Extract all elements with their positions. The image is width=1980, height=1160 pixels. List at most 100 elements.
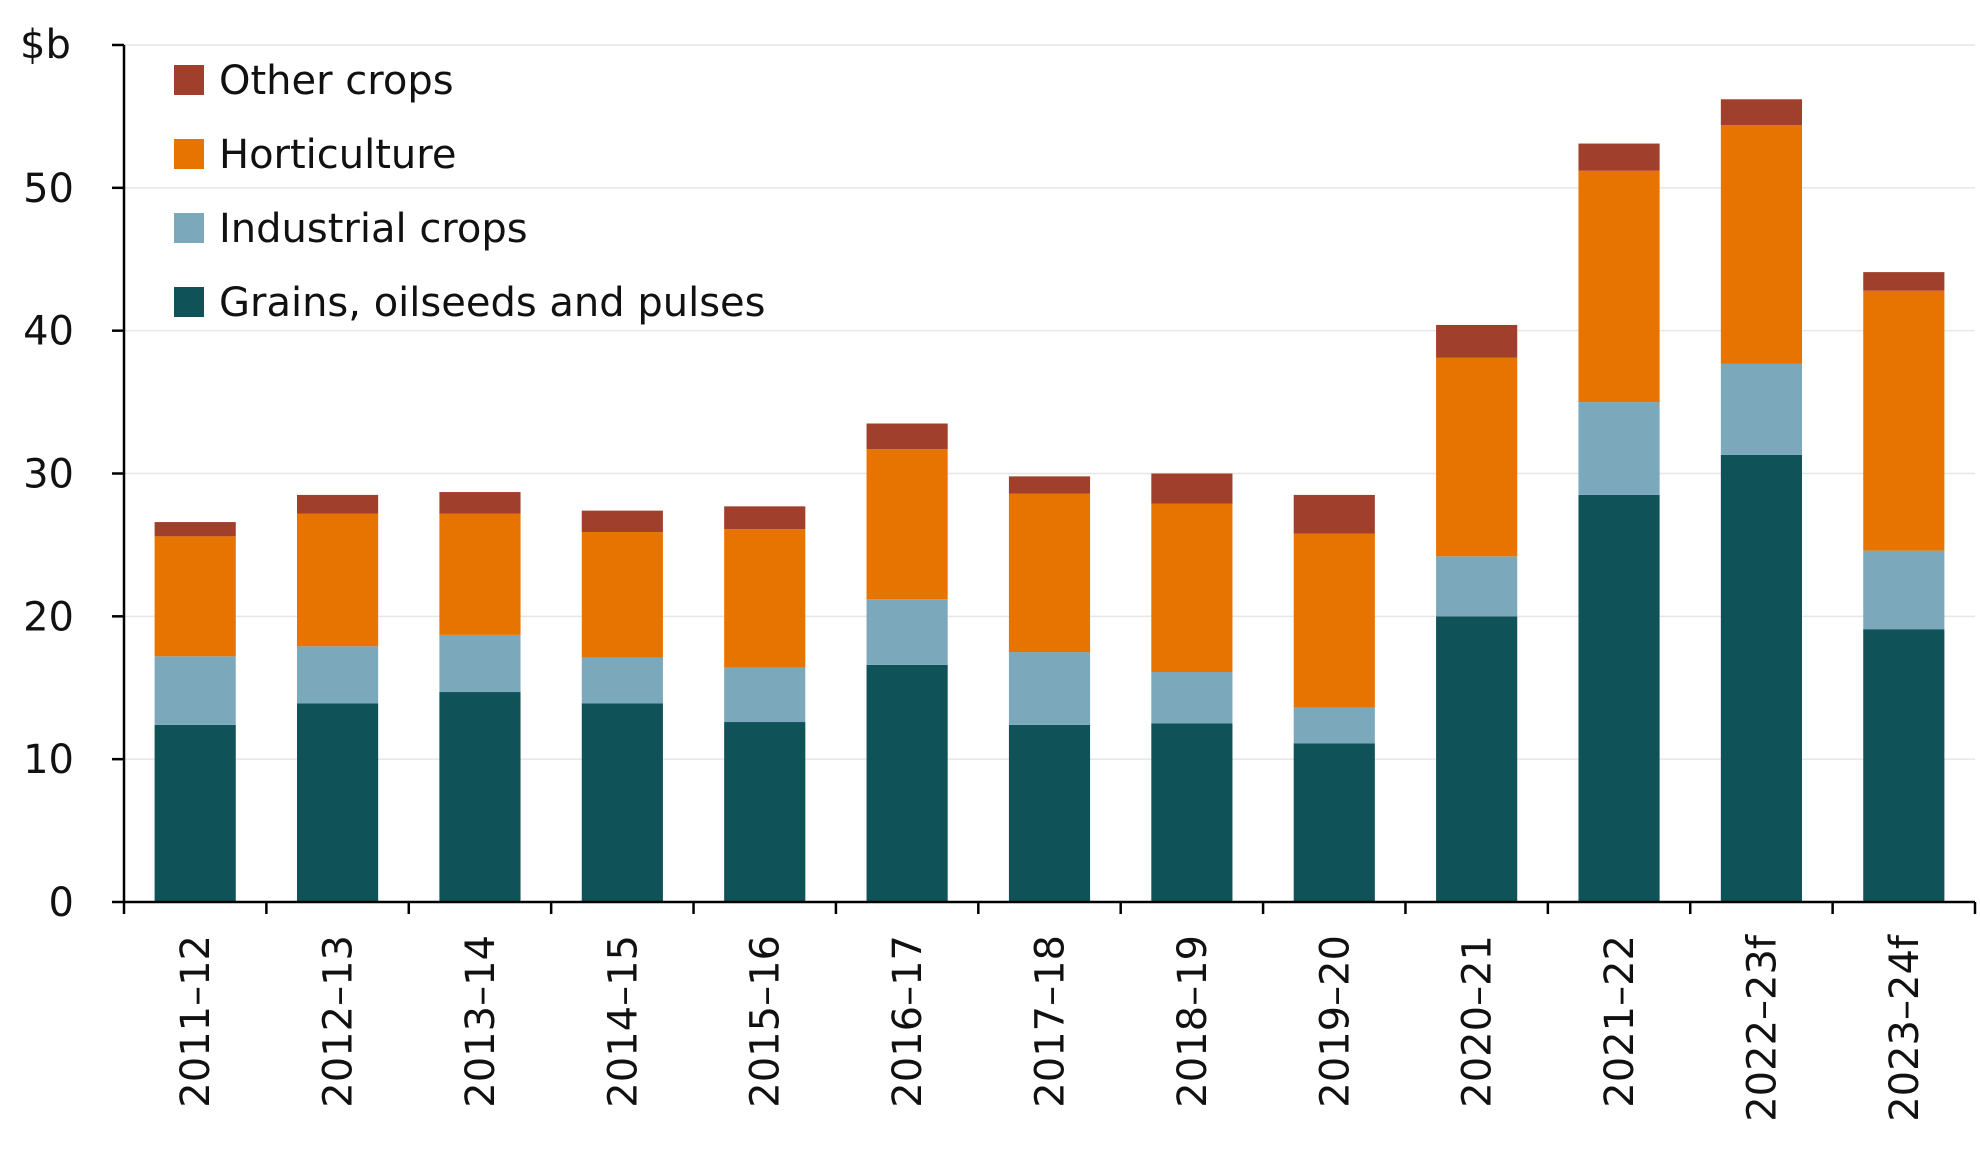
bar-stack bbox=[439, 492, 521, 902]
bar-segment bbox=[1720, 124, 1803, 364]
bar-stack bbox=[724, 506, 806, 902]
y-tick-label: 20 bbox=[23, 594, 74, 640]
bar-segment bbox=[724, 722, 806, 902]
bar-segment bbox=[1008, 652, 1091, 725]
bar-stack bbox=[1436, 324, 1518, 902]
y-tick-label: 50 bbox=[23, 166, 74, 212]
x-tick-label: 2021–22 bbox=[1597, 935, 1643, 1108]
x-tick-label: 2023–24f bbox=[1882, 934, 1928, 1122]
bar-segment bbox=[866, 423, 948, 450]
bar-segment bbox=[154, 724, 236, 902]
bar-segment bbox=[296, 513, 379, 647]
bar-stack bbox=[296, 494, 379, 902]
bar-segment bbox=[296, 494, 379, 514]
bar-segment bbox=[439, 692, 521, 902]
bar-stack bbox=[1720, 99, 1803, 902]
bar-segment bbox=[1293, 743, 1375, 902]
y-tick-label: 40 bbox=[23, 309, 74, 355]
bar-segment bbox=[1151, 672, 1233, 724]
bar-segment bbox=[866, 449, 948, 600]
bar-segment bbox=[1863, 629, 1945, 902]
bar-segment bbox=[296, 703, 379, 902]
y-tick-label: 10 bbox=[23, 737, 74, 783]
bar-segment bbox=[724, 667, 806, 723]
bar-segment bbox=[1436, 556, 1518, 617]
legend-swatch bbox=[174, 213, 204, 243]
bar-segment bbox=[581, 657, 663, 704]
bar-stack bbox=[154, 522, 236, 902]
bar-segment bbox=[1578, 143, 1660, 171]
y-axis-unit-label: $b bbox=[20, 22, 71, 68]
bar-segment bbox=[439, 513, 521, 635]
x-tick-label: 2012–13 bbox=[316, 935, 362, 1108]
bar-stack bbox=[581, 510, 663, 902]
legend-label: Horticulture bbox=[219, 132, 456, 178]
bar-segment bbox=[1436, 616, 1518, 902]
bar-segment bbox=[1151, 723, 1233, 902]
x-tick-label: 2018–19 bbox=[1170, 935, 1216, 1108]
legend-label: Other crops bbox=[219, 58, 454, 104]
bar-stack bbox=[1578, 143, 1660, 902]
bar-segment bbox=[154, 536, 236, 657]
bar-stack bbox=[1863, 272, 1945, 902]
legend-swatch bbox=[174, 65, 204, 95]
bar-segment bbox=[1863, 550, 1945, 630]
bar-segment bbox=[1436, 357, 1518, 557]
x-tick-label: 2015–16 bbox=[743, 935, 789, 1108]
bar-segment bbox=[1578, 494, 1660, 902]
bar-segment bbox=[1720, 363, 1803, 455]
bar-segment bbox=[866, 599, 948, 665]
bar-segment bbox=[1863, 290, 1945, 551]
x-tick-label: 2022–23f bbox=[1739, 934, 1785, 1122]
bar-segment bbox=[1863, 272, 1945, 291]
bar-segment bbox=[1578, 170, 1660, 403]
bar-segment bbox=[1151, 473, 1233, 504]
x-tick-label: 2019–20 bbox=[1312, 935, 1358, 1108]
legend-item: Industrial crops bbox=[174, 206, 528, 252]
legend-label: Industrial crops bbox=[219, 206, 528, 252]
bar-segment bbox=[581, 703, 663, 902]
legend-item: Grains, oilseeds and pulses bbox=[174, 280, 766, 326]
x-tick-label: 2017–18 bbox=[1028, 935, 1074, 1108]
bar-segment bbox=[154, 656, 236, 725]
x-tick-label: 2014–15 bbox=[600, 935, 646, 1108]
bar-stack bbox=[866, 423, 948, 902]
legend: Other crops Horticulture Industrial crops G… bbox=[174, 58, 766, 326]
bar-segment bbox=[1151, 503, 1233, 673]
bar-stack bbox=[1151, 473, 1233, 902]
bar-segment bbox=[1436, 324, 1518, 358]
bar-segment bbox=[1293, 494, 1375, 534]
bar-segment bbox=[1293, 707, 1375, 744]
legend-swatch bbox=[174, 139, 204, 169]
legend-item: Other crops bbox=[174, 58, 454, 104]
legend-label: Grains, oilseeds and pulses bbox=[219, 280, 766, 326]
bar-segment bbox=[724, 529, 806, 668]
x-tick-label: 2011–12 bbox=[173, 935, 219, 1108]
x-tick-label: 2016–17 bbox=[885, 935, 931, 1108]
bar-segment bbox=[1008, 493, 1091, 653]
bar-stacks bbox=[154, 99, 1945, 902]
y-axis-tick-labels: 0 10 20 30 40 50 bbox=[23, 43, 124, 926]
bar-segment bbox=[1293, 533, 1375, 708]
legend-item: Horticulture bbox=[174, 132, 456, 178]
bar-stack bbox=[1008, 476, 1091, 902]
bar-segment bbox=[439, 634, 521, 693]
bar-segment bbox=[1008, 476, 1091, 494]
grid-lines bbox=[124, 44, 1975, 760]
bar-segment bbox=[866, 664, 948, 902]
legend-swatch bbox=[174, 287, 204, 317]
x-tick-label: 2013–14 bbox=[458, 935, 504, 1108]
bar-segment bbox=[724, 506, 806, 530]
bar-segment bbox=[296, 646, 379, 704]
bar-segment bbox=[1578, 402, 1660, 495]
x-axis-tick-labels: 2011–12 2012–13 2013–14 2014–15 2015–16 2016–… bbox=[122, 902, 1977, 1122]
x-tick-label: 2020–21 bbox=[1455, 935, 1501, 1108]
bar-segment bbox=[581, 510, 663, 533]
y-tick-label: 0 bbox=[49, 880, 74, 926]
bar-segment bbox=[1008, 724, 1091, 902]
bar-segment bbox=[1720, 99, 1803, 125]
bar-stack bbox=[1293, 494, 1375, 902]
bar-segment bbox=[439, 492, 521, 514]
